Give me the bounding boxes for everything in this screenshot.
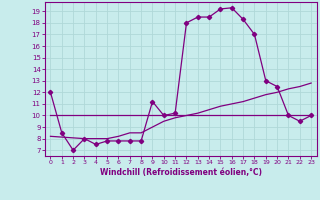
X-axis label: Windchill (Refroidissement éolien,°C): Windchill (Refroidissement éolien,°C) (100, 168, 262, 177)
